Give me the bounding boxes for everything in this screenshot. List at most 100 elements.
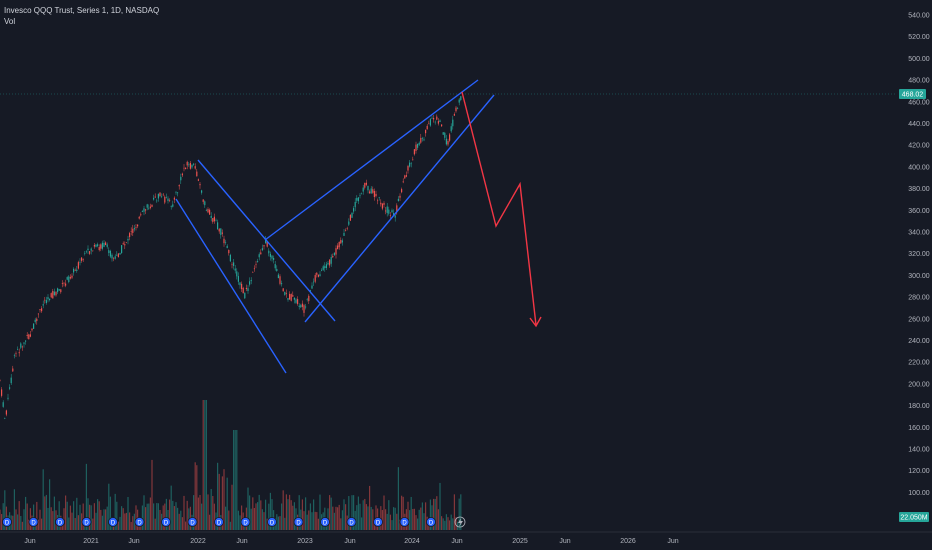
dividend-marker: D — [240, 517, 251, 527]
lightning-icon[interactable] — [454, 516, 466, 528]
volume-bar — [260, 500, 262, 530]
volume-bar — [351, 495, 353, 530]
projection-arrow[interactable] — [461, 91, 542, 328]
volume-bar — [397, 467, 399, 530]
volume-bar — [108, 483, 110, 530]
volume-bar — [169, 499, 171, 530]
volume-bar — [409, 510, 411, 530]
candle — [357, 196, 359, 205]
volume-bar — [66, 501, 68, 530]
volume-bar — [175, 502, 177, 530]
candle — [381, 202, 383, 211]
price-axis-label: 240.00 — [908, 338, 930, 345]
candle — [5, 409, 7, 417]
candle — [151, 204, 153, 208]
symbol-title[interactable]: Invesco QQQ Trust, Series 1, 1D, NASDAQ — [4, 6, 160, 15]
candle — [223, 235, 225, 247]
dividend-marker: D — [267, 517, 277, 527]
price-axis[interactable]: 540.00 520.00 500.00 480.00 460.00 440.00 420.… — [908, 13, 930, 497]
candle — [55, 291, 57, 297]
volume-indicator-label[interactable]: Vol — [4, 17, 16, 26]
volume-bar — [445, 514, 447, 530]
volume-bar — [361, 517, 363, 530]
volume-bar — [95, 512, 97, 530]
candle — [105, 241, 107, 246]
volume-bar — [151, 459, 153, 530]
candle — [209, 208, 211, 215]
candle — [313, 278, 315, 287]
candle — [196, 168, 198, 177]
volume-bar — [165, 498, 167, 530]
volume-bar — [290, 500, 292, 530]
candle — [431, 115, 433, 120]
candle — [117, 253, 119, 258]
candle — [53, 288, 55, 297]
volume-bar — [65, 495, 67, 530]
volume-bar — [415, 515, 417, 530]
price-axis-label: 360.00 — [908, 208, 930, 215]
volume-bar — [116, 501, 118, 530]
candle — [132, 224, 134, 237]
candle — [20, 342, 22, 350]
trend-lines[interactable] — [175, 79, 495, 374]
candle — [289, 291, 291, 300]
candle — [271, 255, 273, 262]
time-axis[interactable]: Jun 2021 Jun 2022 Jun 2023 Jun 2024 Jun 2025 Jun 20… — [24, 538, 678, 545]
candle — [276, 265, 278, 272]
volume-bar — [425, 502, 427, 530]
dividend-marker: D — [2, 517, 12, 527]
volume-bar — [213, 503, 215, 530]
dividend-marker: D — [426, 517, 436, 527]
candle — [199, 182, 201, 189]
svg-text:D: D — [31, 521, 36, 527]
candle — [298, 303, 300, 310]
candle — [189, 161, 191, 170]
volume-bar — [156, 503, 158, 530]
dividend-marker: D — [161, 517, 171, 527]
candle — [49, 298, 51, 302]
candle — [236, 268, 238, 280]
volume-bar — [252, 497, 254, 530]
candle — [58, 289, 60, 291]
candle — [269, 251, 271, 261]
candle — [337, 243, 339, 250]
candle — [433, 114, 435, 123]
volume-bar — [226, 477, 228, 530]
candle — [202, 199, 204, 205]
candle — [378, 196, 380, 201]
dividend-marker: D — [373, 517, 383, 527]
time-axis-label: 2025 — [512, 538, 528, 545]
candle — [130, 227, 132, 236]
candle — [247, 285, 249, 294]
candle — [149, 203, 151, 210]
candle — [324, 262, 326, 272]
volume-bar — [50, 507, 52, 530]
candle — [327, 260, 329, 266]
candle — [57, 287, 59, 295]
volume-bar — [236, 430, 238, 530]
candle — [207, 207, 209, 214]
volume-bar — [218, 473, 220, 530]
volume-bar — [442, 518, 444, 530]
candle — [87, 245, 89, 254]
candle — [153, 194, 155, 201]
candle — [133, 224, 135, 232]
volume-bar — [49, 479, 51, 530]
volume-bar — [421, 502, 423, 530]
volume-bar — [76, 497, 78, 530]
price-axis-label: 200.00 — [908, 381, 930, 388]
falling-wedge-lower-line — [175, 198, 287, 374]
volume-bar — [436, 496, 438, 530]
volume-bar — [329, 495, 331, 530]
candle — [82, 258, 84, 262]
candle — [215, 218, 217, 222]
candle — [7, 393, 9, 401]
candle — [319, 271, 321, 277]
volume-bar — [172, 500, 174, 530]
candle — [362, 184, 364, 195]
candle — [145, 208, 147, 215]
volume-bar — [58, 501, 60, 530]
candle — [177, 191, 179, 197]
